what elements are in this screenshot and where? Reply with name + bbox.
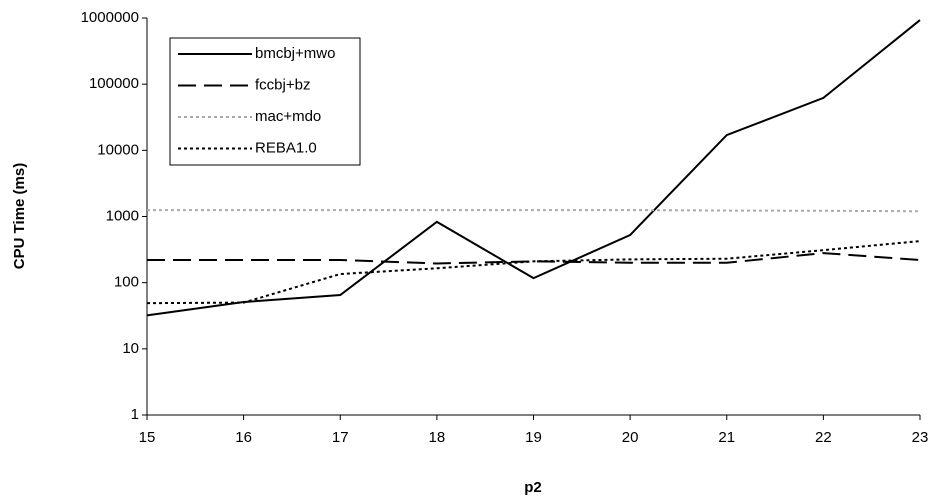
x-tick-label: 22 [815,429,832,446]
legend-label: REBA1.0 [255,139,317,156]
y-axis-title: CPU Time (ms) [11,163,28,269]
x-tick-label: 21 [718,429,735,446]
y-tick-label: 10 [122,340,139,357]
line-series [147,209,921,213]
y-tick-label: 1000000 [81,9,139,26]
legend-label: mac+mdo [255,108,321,125]
x-axis-title: p2 [524,479,542,496]
x-tick-label: 16 [235,429,252,446]
x-tick-label: 18 [429,429,446,446]
x-tick-label: 19 [525,429,542,446]
legend-label: bmcbj+mwo [255,45,335,62]
y-tick-label: 1000 [106,207,139,224]
y-tick-label: 100 [114,274,139,291]
x-tick-label: 20 [622,429,639,446]
y-tick-label: 1 [131,406,139,423]
y-tick-label: 10000 [97,141,139,158]
line-series [146,19,921,317]
y-tick-label: 100000 [89,75,139,92]
x-tick-label: 17 [332,429,349,446]
legend-label: fccbj+bz [255,76,310,93]
x-tick-label: 23 [912,429,929,446]
legend-box [169,37,361,166]
x-tick-label: 15 [139,429,156,446]
line-series [146,240,921,305]
